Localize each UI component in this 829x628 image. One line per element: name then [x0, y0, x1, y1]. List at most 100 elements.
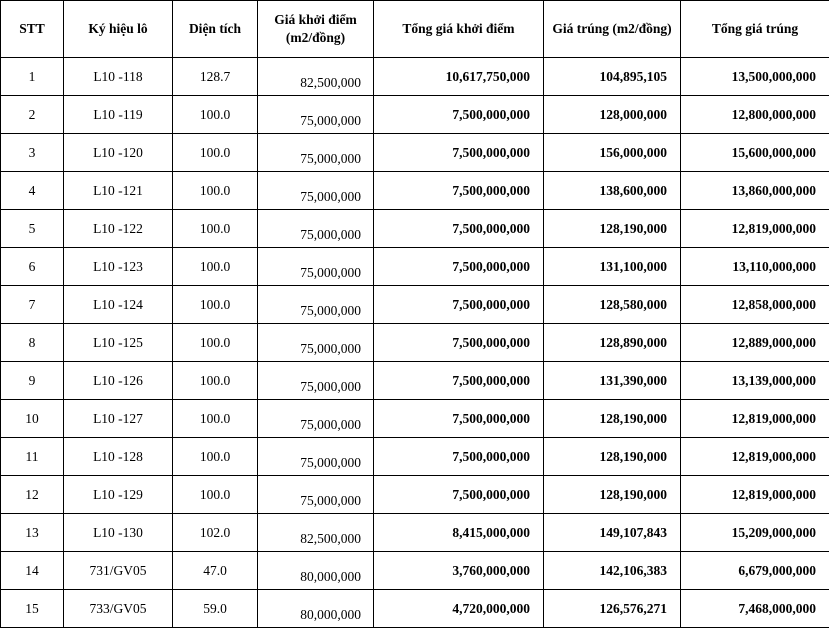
table-cell: 59.0: [172, 589, 258, 628]
table-cell: L10 -122: [63, 209, 173, 248]
table-cell: 7,500,000,000: [373, 399, 544, 438]
table-header-row: STT Ký hiệu lô Diện tích Giá khởi điểm (m2/…: [0, 0, 829, 58]
table-cell: 8,415,000,000: [373, 513, 544, 552]
table-cell: 100.0: [172, 247, 258, 286]
table-cell: 75,000,000: [257, 209, 374, 248]
table-cell: 7,500,000,000: [373, 475, 544, 514]
table-cell: 13,110,000,000: [680, 247, 829, 286]
table-cell: 3: [0, 133, 64, 172]
table-cell: 100.0: [172, 209, 258, 248]
table-cell: 100.0: [172, 437, 258, 476]
table-cell: 149,107,843: [543, 513, 681, 552]
table-cell: L10 -130: [63, 513, 173, 552]
table-cell: 731/GV05: [63, 551, 173, 590]
table-cell: L10 -124: [63, 285, 173, 324]
column-header: Giá trúng (m2/đồng): [543, 0, 681, 58]
table-cell: 142,106,383: [543, 551, 681, 590]
table-row: 14 731/GV05 47.0 80,000,000 3,760,000,000 142…: [0, 551, 829, 590]
table-cell: 100.0: [172, 133, 258, 172]
table-cell: 104,895,105: [543, 57, 681, 96]
table-cell: 7,500,000,000: [373, 323, 544, 362]
table-row: 8 L10 -125 100.0 75,000,000 7,500,000,000 128…: [0, 323, 829, 362]
table-cell: 15,209,000,000: [680, 513, 829, 552]
table-cell: 7: [0, 285, 64, 324]
table-cell: 128,190,000: [543, 475, 681, 514]
table-row: 7 L10 -124 100.0 75,000,000 7,500,000,000 128…: [0, 285, 829, 324]
table-cell: 102.0: [172, 513, 258, 552]
table-row: 1 L10 -118 128.7 82,500,000 10,617,750,000 10…: [0, 57, 829, 96]
table-cell: 8: [0, 323, 64, 362]
table-cell: 131,390,000: [543, 361, 681, 400]
table-cell: 128,000,000: [543, 95, 681, 134]
table-cell: 13,139,000,000: [680, 361, 829, 400]
table-cell: L10 -129: [63, 475, 173, 514]
table-cell: 15,600,000,000: [680, 133, 829, 172]
table-cell: 47.0: [172, 551, 258, 590]
table-row: 15 733/GV05 59.0 80,000,000 4,720,000,000 126…: [0, 589, 829, 628]
table-cell: L10 -119: [63, 95, 173, 134]
table-row: 6 L10 -123 100.0 75,000,000 7,500,000,000 131…: [0, 247, 829, 286]
table-cell: 12,889,000,000: [680, 323, 829, 362]
table-cell: 7,500,000,000: [373, 437, 544, 476]
table-cell: 12,819,000,000: [680, 399, 829, 438]
table-cell: 128,190,000: [543, 209, 681, 248]
table-cell: 13,500,000,000: [680, 57, 829, 96]
table-cell: 100.0: [172, 475, 258, 514]
table-cell: 733/GV05: [63, 589, 173, 628]
table-cell: 7,500,000,000: [373, 209, 544, 248]
column-header: Tổng giá khởi điểm: [373, 0, 544, 58]
table-cell: 75,000,000: [257, 475, 374, 514]
table-cell: 12,858,000,000: [680, 285, 829, 324]
table-cell: 80,000,000: [257, 589, 374, 628]
table-cell: 9: [0, 361, 64, 400]
table-cell: L10 -123: [63, 247, 173, 286]
table-cell: 131,100,000: [543, 247, 681, 286]
column-header: Diện tích: [172, 0, 258, 58]
table-cell: 82,500,000: [257, 513, 374, 552]
table-cell: 100.0: [172, 361, 258, 400]
table-cell: 7,500,000,000: [373, 247, 544, 286]
table-row: 10 L10 -127 100.0 75,000,000 7,500,000,000 12…: [0, 399, 829, 438]
table-body: 1 L10 -118 128.7 82,500,000 10,617,750,000 10…: [0, 57, 829, 628]
table-cell: L10 -120: [63, 133, 173, 172]
table-row: 3 L10 -120 100.0 75,000,000 7,500,000,000 156…: [0, 133, 829, 172]
table-row: 13 L10 -130 102.0 82,500,000 8,415,000,000 14…: [0, 513, 829, 552]
table-cell: L10 -126: [63, 361, 173, 400]
table-cell: 10: [0, 399, 64, 438]
table-cell: 12,800,000,000: [680, 95, 829, 134]
table-cell: 138,600,000: [543, 171, 681, 210]
table-row: 5 L10 -122 100.0 75,000,000 7,500,000,000 128…: [0, 209, 829, 248]
table-cell: 3,760,000,000: [373, 551, 544, 590]
table-cell: 75,000,000: [257, 95, 374, 134]
table-row: 9 L10 -126 100.0 75,000,000 7,500,000,000 131…: [0, 361, 829, 400]
table-cell: 100.0: [172, 171, 258, 210]
table-cell: L10 -128: [63, 437, 173, 476]
table-cell: 75,000,000: [257, 285, 374, 324]
table-cell: 7,500,000,000: [373, 133, 544, 172]
table-cell: 7,500,000,000: [373, 285, 544, 324]
table-cell: 15: [0, 589, 64, 628]
table-cell: 100.0: [172, 399, 258, 438]
table-cell: 7,500,000,000: [373, 95, 544, 134]
table-cell: 156,000,000: [543, 133, 681, 172]
table-cell: 100.0: [172, 95, 258, 134]
table-row: 12 L10 -129 100.0 75,000,000 7,500,000,000 12…: [0, 475, 829, 514]
table-cell: 128,190,000: [543, 437, 681, 476]
table-cell: 80,000,000: [257, 551, 374, 590]
column-header: Ký hiệu lô: [63, 0, 173, 58]
table-cell: L10 -118: [63, 57, 173, 96]
table-row: 2 L10 -119 100.0 75,000,000 7,500,000,000 128…: [0, 95, 829, 134]
table-cell: 82,500,000: [257, 57, 374, 96]
table-cell: 75,000,000: [257, 361, 374, 400]
table-cell: 2: [0, 95, 64, 134]
table-cell: 6: [0, 247, 64, 286]
table-cell: L10 -125: [63, 323, 173, 362]
column-header: Giá khởi điểm (m2/đồng): [257, 0, 374, 58]
table-cell: 12,819,000,000: [680, 209, 829, 248]
column-header: STT: [0, 0, 64, 58]
table-cell: 75,000,000: [257, 247, 374, 286]
table-cell: 13,860,000,000: [680, 171, 829, 210]
table-cell: 1: [0, 57, 64, 96]
table-cell: 12,819,000,000: [680, 437, 829, 476]
